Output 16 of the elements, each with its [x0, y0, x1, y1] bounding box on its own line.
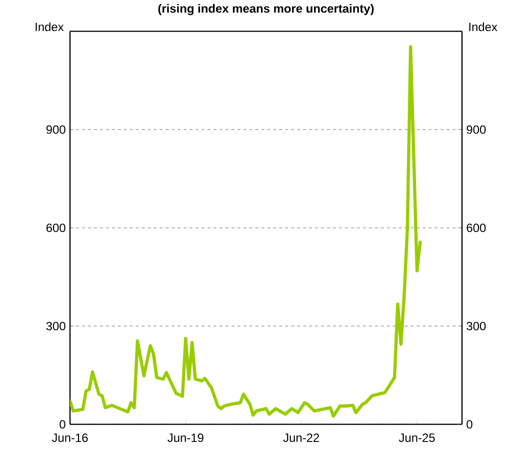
y-tick-label: 300 — [46, 322, 66, 330]
y-axis-title: Index — [36, 22, 64, 31]
y-tick-label: 900 — [46, 125, 66, 134]
x-tick-label: Jun-16 — [52, 433, 88, 442]
y2-tick-label: 900 — [466, 125, 486, 134]
x-tick-label: Jun-22 — [283, 433, 320, 442]
y2-axis-title: Index — [469, 22, 498, 31]
y-tick-label: 600 — [46, 223, 66, 232]
y2-tick-label: 600 — [466, 223, 486, 232]
line-series — [70, 44, 422, 418]
y-tick-label: 0 — [60, 420, 66, 428]
y2-tick-label: 0 — [466, 420, 472, 428]
x-tick-label: Jun-19 — [168, 433, 204, 442]
chart-title: (rising index means more uncertainty) — [158, 4, 374, 16]
x-tick-label: Jun-25 — [398, 433, 435, 442]
y2-tick-label: 300 — [466, 322, 486, 330]
